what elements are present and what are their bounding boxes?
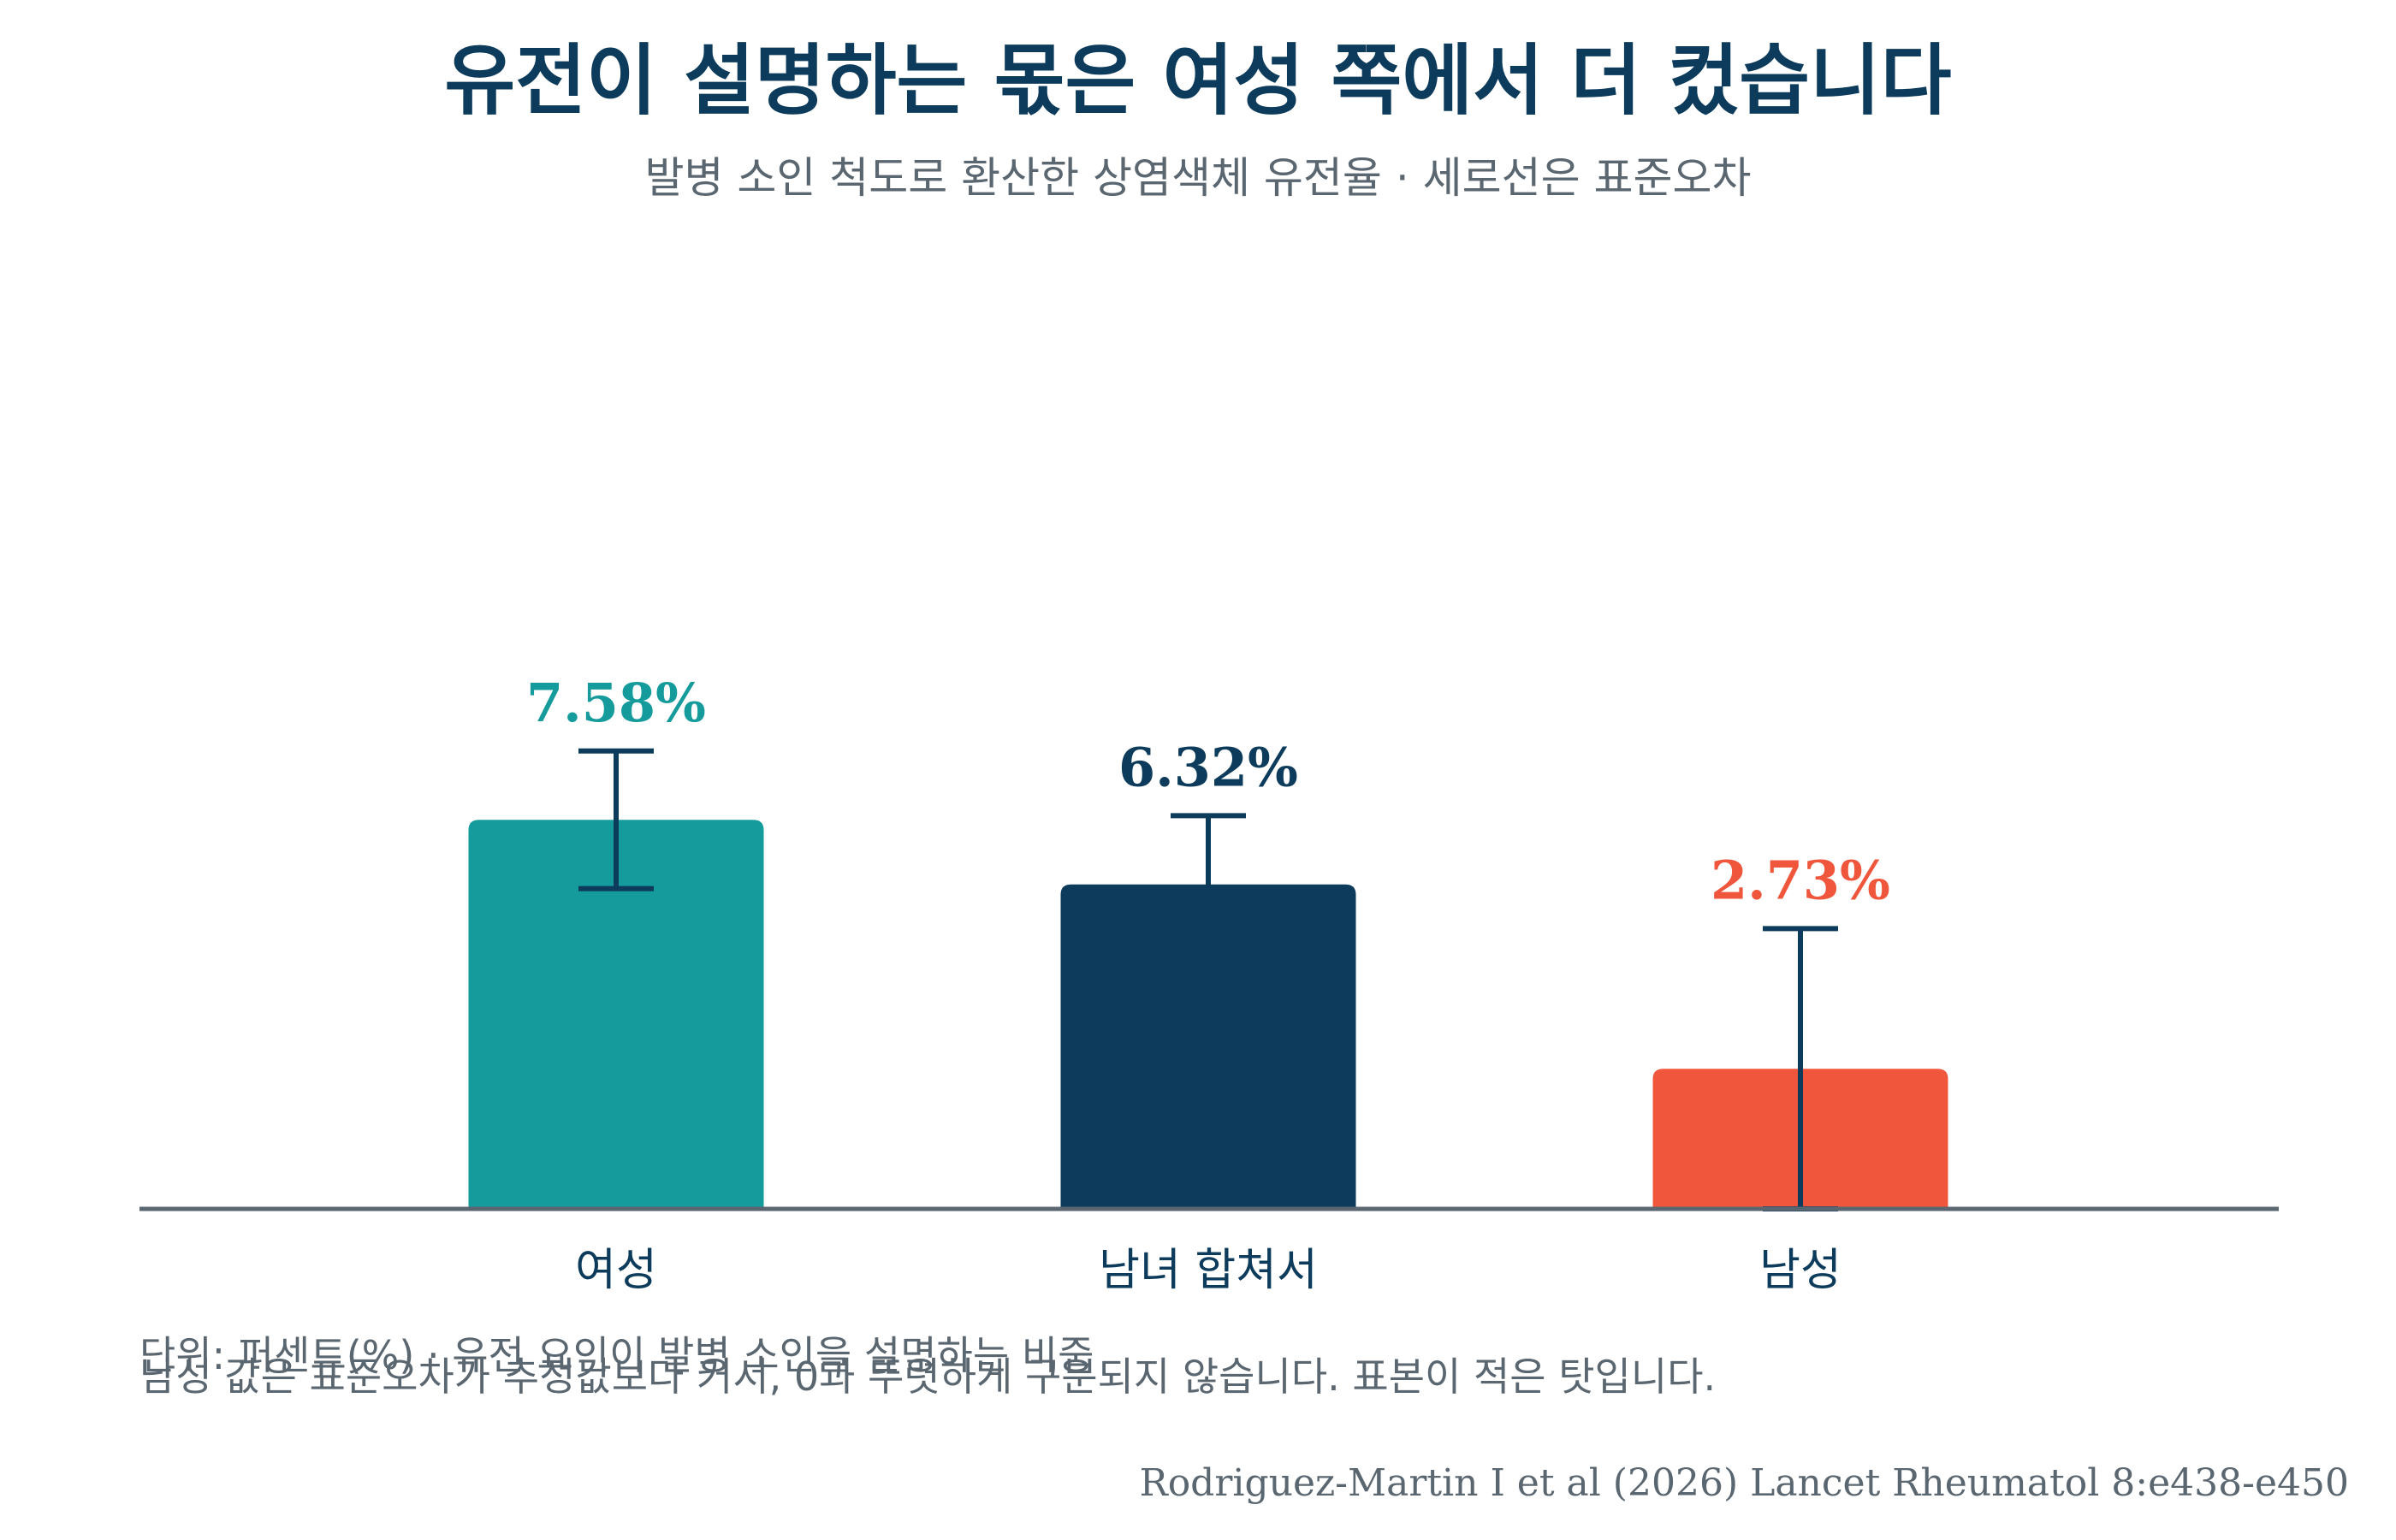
x-tick-label: 남녀 합쳐서 (1099, 1245, 1318, 1296)
chart-title: 유전이 설명하는 몫은 여성 쪽에서 더 컸습니다 (444, 36, 1951, 126)
bars-layer: 7.58% 여성 6.32% 남녀 합쳐서 2.73% 남성 (468, 672, 1948, 1296)
x-tick-label: 여성 (575, 1245, 657, 1296)
citation: Rodriguez-Martin I et al (2026) Lancet R… (1140, 1461, 2349, 1505)
x-tick-label: 남성 (1759, 1245, 1841, 1296)
data-label: 6.32% (1118, 736, 1298, 798)
data-label: 2.73% (1711, 849, 1890, 911)
bar (468, 820, 764, 1209)
bar (1060, 884, 1356, 1209)
unit-note: 단위: 퍼센트(%) · 유전 요인이 발병 소인을 설명하는 비중 (139, 1332, 1094, 1378)
data-label: 7.58% (526, 672, 706, 734)
chart-subtitle: 발병 소인 척도로 환산한 상염색체 유전율 · 세로선은 표준오차 (644, 153, 1751, 203)
caveat-note: 남성 값은 표준오차가 추정값보다 커서, 0과 뚜렷하게 구분되지 않습니다.… (139, 1353, 1716, 1400)
